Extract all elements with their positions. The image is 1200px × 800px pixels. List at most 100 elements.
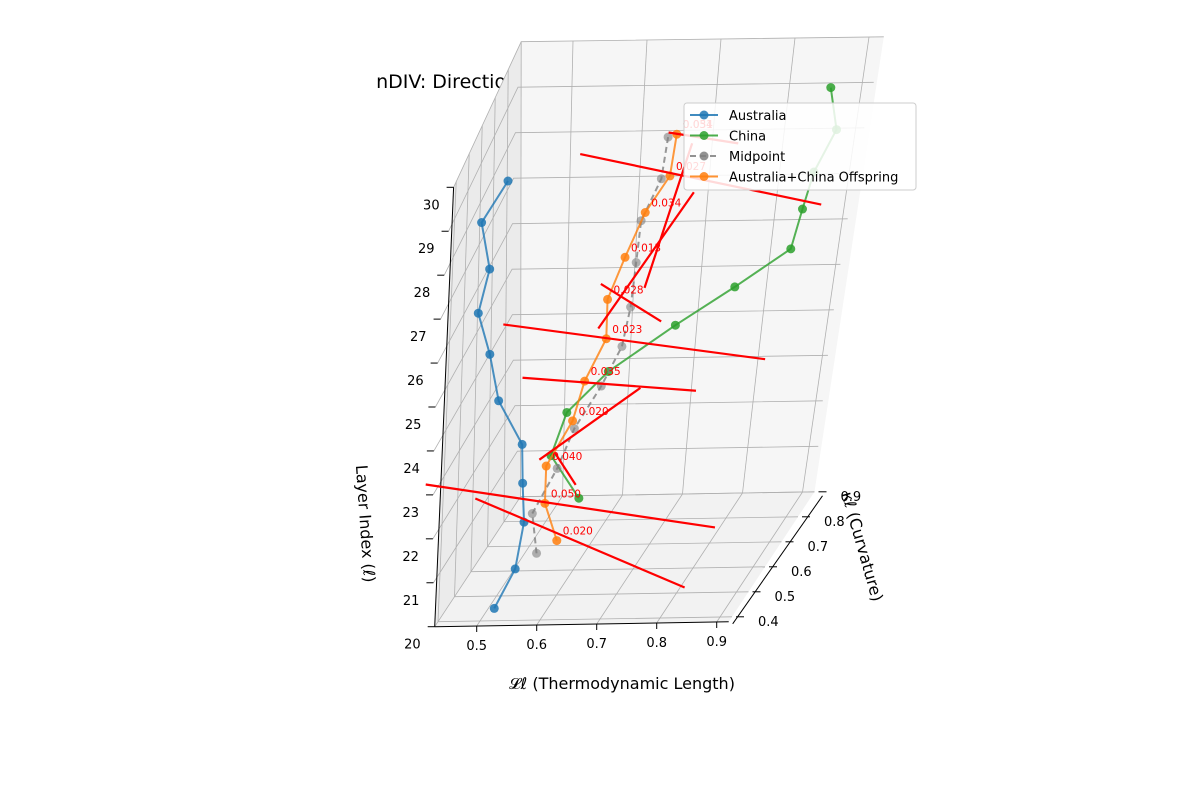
point-offspring [640, 208, 650, 217]
grid-line-y-1 [454, 591, 749, 598]
point-offspring [568, 416, 578, 426]
z-axis-line [434, 187, 455, 627]
z-tick-label: 29 [418, 242, 435, 257]
y-tick-label: 0.6 [791, 565, 812, 580]
z-tick-label: 28 [414, 286, 431, 301]
legend-box [683, 102, 917, 191]
annotation-label: 0.050 [551, 488, 581, 500]
direction-line [600, 283, 662, 323]
grid-line-y-wall-4 [503, 69, 509, 522]
grid-line-z-22 [432, 400, 823, 540]
direction-line [554, 452, 577, 486]
point-china [786, 244, 796, 254]
grid-line-z-26 [437, 218, 848, 364]
point-china [797, 204, 807, 214]
z-axis-label: Layer Index (ℓ) [352, 464, 379, 583]
grid-line-y-wall-5 [520, 41, 522, 497]
x-tick-label: 0.7 [586, 637, 607, 652]
y-tick-label: 0.8 [824, 515, 845, 530]
point-australia [503, 176, 513, 186]
grid-line-x-floor-2 [596, 493, 683, 625]
point-midpoint [663, 132, 673, 142]
legend-label-australia: Australia [729, 109, 787, 124]
y-tick-label: 0.9 [841, 490, 862, 505]
point-midpoint [532, 548, 542, 558]
grid-line-y-5 [520, 491, 815, 498]
point-australia [473, 308, 483, 318]
z-tick-label: 26 [407, 374, 424, 389]
legend-label-midpoint: Midpoint [729, 150, 785, 165]
grid-line-y-3 [487, 541, 782, 548]
series-australia [473, 176, 529, 613]
point-midpoint [656, 174, 666, 184]
direction-line [474, 497, 686, 589]
grid-line-y-wall-0 [437, 181, 457, 622]
y-tick-label: 0.4 [758, 615, 779, 630]
series-line-midpoint [531, 136, 670, 554]
point-midpoint [527, 509, 537, 519]
z-tick-label: 23 [402, 506, 419, 521]
grid-line-z-24 [433, 309, 834, 452]
direction-line [425, 483, 716, 529]
y-tick-label: 0.5 [775, 590, 796, 605]
point-australia [510, 564, 520, 574]
point-australia [485, 349, 495, 359]
grid-line-x-floor-4 [716, 491, 803, 623]
grid-line-z-21 [433, 445, 819, 583]
grid-line-x-floor-0 [476, 495, 563, 627]
grid-line-x-floor-3 [656, 492, 743, 624]
direction-line [538, 387, 642, 461]
axes: 0.5 0.6 0.7 0.8 0.9 0.4 0.5 0.6 0.7 0.8 0.9 20 21 22 2… [402, 186, 862, 654]
point-china [574, 493, 584, 503]
point-offspring [541, 461, 551, 471]
grid-line-y-0 [437, 616, 733, 623]
grid-line-x-floor-1 [536, 494, 623, 626]
x-tick-label: 0.9 [706, 635, 727, 650]
point-china [670, 320, 680, 330]
legend-marker-china [699, 131, 709, 140]
annotation-label: 0.040 [552, 451, 582, 463]
z-tick-label: 24 [403, 462, 420, 477]
point-australia [518, 478, 528, 488]
z-tick-label: 27 [410, 330, 427, 345]
direction-line [597, 191, 695, 330]
point-offspring [552, 536, 562, 546]
grid-line-y-wall-2 [470, 125, 483, 572]
x-tick-label: 0.8 [646, 636, 667, 651]
annotation-label: 0.020 [579, 406, 609, 418]
point-offspring [603, 294, 613, 304]
grid-line-y-wall-1 [454, 153, 470, 597]
point-midpoint [617, 341, 627, 351]
floor-pane [434, 491, 815, 627]
direction-line [503, 323, 766, 361]
legend: Australia China Midpoint Australia+China Of… [683, 102, 917, 191]
grid-line-y-2 [470, 566, 766, 573]
point-china [826, 83, 836, 93]
y-axis-label: κℓ (Curvature) [838, 489, 887, 603]
z-tick-label: 25 [405, 418, 422, 433]
point-china [562, 407, 572, 417]
point-australia [489, 603, 499, 613]
x-tick-label: 0.6 [526, 638, 547, 653]
z-tick-label: 20 [404, 638, 421, 653]
x-axis-line [434, 621, 729, 628]
point-midpoint [552, 463, 562, 473]
grid-line-y-4 [503, 516, 799, 523]
grid-line-z-25 [435, 263, 841, 408]
direction-line [522, 376, 697, 392]
annotation-label: 0.023 [612, 324, 642, 336]
legend-label-china: China [729, 130, 766, 145]
annotation-label: 0.020 [563, 526, 593, 538]
y-tick-label: 0.7 [808, 540, 829, 555]
x-axis-label: 𝓛ℓ (Thermodynamic Length) [509, 674, 735, 693]
legend-marker-offspring [699, 172, 709, 181]
legend-marker-midpoint [699, 151, 709, 161]
annotation-label: 0.013 [631, 242, 661, 254]
grid-line-z-23 [432, 354, 828, 496]
point-australia [485, 264, 495, 274]
point-midpoint [631, 258, 641, 268]
annotation-label: 0.035 [591, 366, 621, 378]
z-tick-label: 30 [423, 198, 440, 213]
point-offspring [620, 252, 630, 262]
